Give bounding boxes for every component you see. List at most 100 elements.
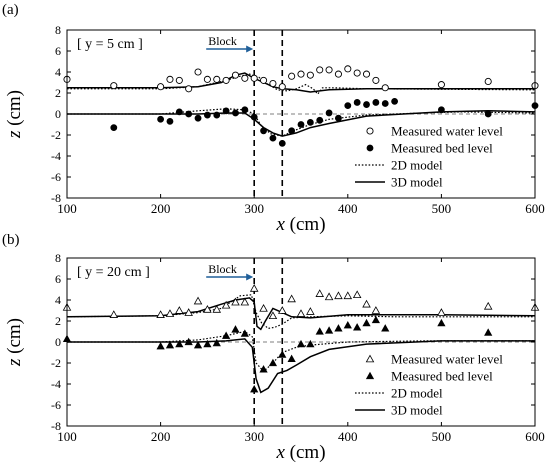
data-point (325, 66, 333, 74)
data-point (484, 328, 493, 336)
block-label: Block (208, 34, 237, 48)
x-tick-label: 100 (57, 201, 77, 216)
data-point (315, 327, 324, 335)
data-point (362, 299, 371, 308)
series-line-3d-model-bed (67, 110, 536, 137)
data-point (221, 300, 231, 309)
x-tick-label: 300 (244, 201, 264, 216)
y-axis-label: z (cm) (4, 90, 25, 139)
series-line-3d-model-water (67, 72, 535, 93)
data-point (335, 114, 342, 122)
legend-marker (365, 354, 375, 363)
data-point (334, 291, 343, 300)
data-point (325, 109, 333, 117)
x-tick-label: 100 (57, 429, 77, 444)
data-point (268, 311, 278, 320)
data-point (343, 291, 353, 300)
x-tick-label: 400 (338, 201, 358, 216)
data-point (334, 70, 342, 78)
data-point (109, 310, 119, 318)
data-point (259, 303, 268, 312)
data-point (296, 309, 306, 317)
panel-label: (a) (2, 2, 19, 18)
y-tick-label: -8 (51, 191, 61, 205)
data-point (185, 85, 193, 93)
y-tick-label: 8 (55, 23, 61, 37)
y-tick-label: 6 (55, 44, 61, 58)
data-point (212, 305, 222, 313)
data-point (278, 139, 286, 147)
data-point (344, 65, 352, 73)
data-point (324, 326, 334, 334)
data-point (193, 340, 203, 349)
data-point (381, 84, 389, 92)
series-line-2d-model-water (67, 73, 536, 95)
data-point (157, 115, 164, 123)
series-line-3d-model-water (66, 297, 536, 331)
data-point (269, 134, 277, 142)
y-tick-label: -4 (51, 149, 61, 163)
legend-label: 3D model (391, 403, 443, 418)
data-point (362, 70, 371, 78)
y-axis-label: z (cm) (4, 318, 25, 367)
data-point (232, 109, 239, 117)
data-point (241, 106, 249, 114)
data-point (437, 81, 445, 89)
data-point (278, 83, 286, 91)
data-point (306, 339, 315, 348)
data-point (175, 339, 184, 348)
x-tick-label: 200 (151, 429, 171, 444)
legend-label: 3D model (391, 175, 443, 190)
data-point (110, 82, 118, 90)
data-point (287, 294, 296, 303)
data-point (297, 70, 305, 78)
data-point (231, 325, 240, 333)
data-point (381, 100, 389, 107)
y-tick-label: 0 (55, 335, 61, 349)
data-point (260, 127, 267, 135)
data-point (437, 318, 446, 327)
data-point (484, 110, 492, 118)
data-point (269, 80, 277, 88)
x-tick-label: 500 (432, 201, 452, 216)
data-point (194, 114, 202, 122)
data-point (316, 116, 324, 124)
data-point (437, 308, 446, 316)
data-point (175, 76, 183, 84)
data-point (203, 305, 212, 313)
data-point (175, 108, 183, 116)
location-label: [ y = 20 cm ] (77, 265, 150, 280)
legend-marker (366, 127, 374, 135)
data-point (371, 306, 381, 314)
data-point (306, 307, 315, 315)
data-point (193, 296, 203, 305)
data-point (250, 385, 259, 393)
data-point (306, 119, 314, 126)
data-point (352, 290, 362, 299)
data-point (296, 339, 306, 348)
legend-label: Measured water level (391, 124, 503, 139)
x-tick-label: 200 (151, 201, 171, 216)
y-tick-label: -8 (51, 419, 61, 433)
data-point (166, 75, 174, 83)
data-point (222, 331, 231, 339)
y-tick-label: 4 (55, 65, 61, 79)
data-point (344, 102, 352, 109)
data-point (343, 320, 352, 329)
legend-label: 2D model (391, 158, 443, 173)
data-point (353, 99, 361, 106)
data-point (259, 365, 268, 373)
y-tick-label: -4 (51, 377, 61, 391)
data-point (249, 284, 259, 292)
data-point (222, 76, 230, 84)
data-point (391, 98, 398, 105)
data-point (278, 306, 287, 314)
y-tick-label: 8 (55, 251, 61, 265)
data-point (203, 75, 211, 83)
x-tick-label: 300 (244, 429, 264, 444)
x-axis-label: x (cm) (275, 442, 325, 463)
x-tick-label: 600 (525, 429, 545, 444)
data-point (212, 338, 221, 347)
legend-label: Measured bed level (391, 369, 493, 384)
